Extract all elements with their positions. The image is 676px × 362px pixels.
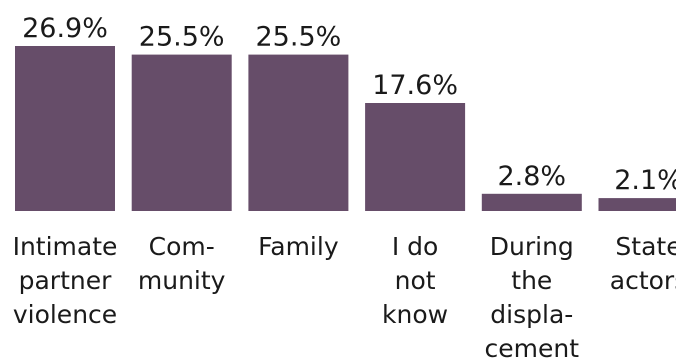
value-label-5: 2.1%	[614, 165, 676, 196]
category-label-5: State actors	[610, 232, 676, 295]
category-label-4-line-0: During	[490, 232, 574, 261]
value-label-4: 2.8%	[497, 161, 566, 192]
category-label-0: Intimate partner violence	[13, 232, 118, 329]
category-label-3-line-0: I do	[392, 232, 438, 261]
bar-5	[598, 198, 676, 211]
bar-4	[481, 193, 582, 211]
bar-0	[15, 46, 115, 211]
value-label-0: 26.9%	[22, 13, 108, 44]
value-label-3: 17.6%	[372, 70, 458, 101]
value-label-1: 25.5%	[139, 22, 225, 53]
category-label-0-line-0: Intimate	[13, 232, 118, 261]
bar-1	[131, 54, 232, 211]
category-label-1: Com-munity	[138, 232, 226, 295]
category-label-3-line-1: not	[395, 266, 436, 295]
category-label-4-line-2: displa-	[490, 300, 573, 329]
category-label-3-line-2: know	[382, 300, 448, 329]
category-label-0-line-2: violence	[13, 300, 117, 329]
bar-3	[365, 103, 466, 211]
bar-2	[248, 54, 349, 211]
category-label-1-line-0: Com-	[149, 232, 215, 261]
category-label-4-line-3: cement	[485, 334, 580, 362]
category-label-5-line-1: actors	[610, 266, 676, 295]
category-label-3: I do not know	[382, 232, 448, 329]
category-label-0-line-1: partner	[19, 266, 112, 295]
category-label-4-line-1: the	[511, 266, 552, 295]
category-label-5-line-0: State	[615, 232, 676, 261]
category-label-1-line-1: munity	[138, 266, 226, 295]
category-label-2: Family	[258, 232, 339, 261]
category-label-4: During the displa-cement	[485, 232, 580, 362]
category-label-2-line-0: Family	[258, 232, 339, 261]
value-label-2: 25.5%	[256, 22, 342, 53]
